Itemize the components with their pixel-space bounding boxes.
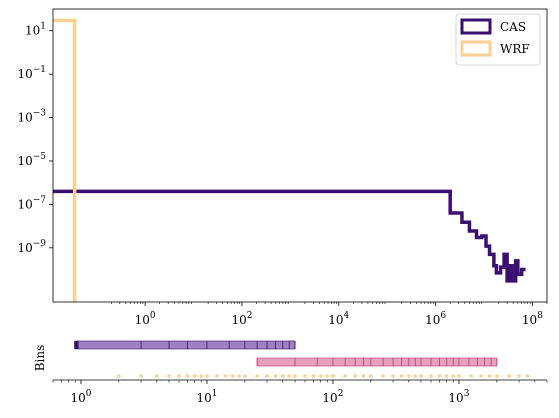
main-x-tick-label: 100 [135, 311, 156, 327]
main-y-tick-label: 10−1 [17, 65, 46, 81]
bins-x-tick-label: 100 [70, 389, 91, 405]
bins-row-3-dot [281, 374, 285, 378]
bins-row-3-dot [223, 374, 228, 378]
bins-row-3-dot [429, 374, 433, 378]
bins-row-3-dot [243, 374, 247, 378]
bins-row-3-dot [469, 374, 473, 378]
legend-swatch-cas [460, 18, 492, 35]
bins-row-3-dot [185, 374, 190, 378]
series-cas-step-line [53, 189, 526, 283]
bins-row-3-dot [331, 374, 335, 378]
bins-row-3-dot [205, 374, 209, 378]
main-x-tick-label: 108 [522, 311, 543, 327]
legend-swatch-wrf [460, 40, 492, 57]
bins-row-1-start-marker [74, 341, 79, 349]
main-x-ticks: 100 102 104 106 108 [110, 302, 548, 327]
main-histogram-plot: 100 102 104 106 108 101 10−1 10−3 10−5 10−7 10−9 [17, 8, 548, 327]
bins-row-3-dot [495, 374, 499, 378]
bins-row-3-dot [525, 374, 530, 378]
legend-box [455, 13, 541, 66]
bins-row-3-dot [413, 374, 418, 378]
main-y-tick-label: 10−9 [17, 239, 46, 255]
bins-row-3-dot [237, 374, 241, 378]
bins-row-3-dot [361, 374, 366, 378]
bins-panel: 100 101 102 103 Bins [33, 340, 548, 405]
bins-x-tick-label: 102 [322, 389, 343, 405]
main-series-layer [53, 18, 526, 302]
legend: CAS WRF [455, 13, 541, 66]
bins-row-2-bar [256, 357, 498, 367]
main-axes-frame [52, 8, 548, 303]
bins-y-axis-label: Bins [33, 345, 47, 372]
legend-label-wrf: WRF [500, 42, 530, 56]
main-y-ticks: 101 10−1 10−3 10−5 10−7 10−9 [17, 22, 53, 255]
bins-row-3-dot [507, 374, 511, 378]
bins-row-3-dot [343, 374, 347, 378]
bins-row-3-dot [517, 374, 521, 378]
bins-row-3-dot [369, 374, 373, 378]
bins-x-ticks: 100 101 102 103 [52, 380, 548, 405]
bins-row-3-dot [117, 374, 121, 378]
bins-row-3-dot [273, 374, 278, 378]
bins-row-3-dot [139, 374, 143, 378]
bins-row-3-dot [437, 374, 442, 378]
bins-row-3-dot [406, 374, 411, 378]
legend-label-cas: CAS [500, 20, 526, 34]
bins-row-3-dot [444, 374, 449, 378]
bins-rows-layer [74, 340, 530, 378]
main-y-tick-label: 10−3 [17, 109, 46, 125]
bins-row-3-dot [293, 374, 297, 378]
bins-row-3-dot [399, 374, 404, 378]
bins-row-3-dot [318, 374, 323, 378]
series-wrf-step-line [53, 18, 77, 302]
main-y-tick-label: 10−5 [17, 152, 46, 168]
bins-row-3-dot [311, 374, 316, 378]
bins-row-3-dot [487, 374, 492, 378]
bins-row-3-dot [479, 374, 483, 378]
bins-row-3-dot [230, 374, 235, 378]
bins-row-3-dot [303, 374, 307, 378]
bins-row-3-dot [353, 374, 357, 378]
bins-row-3-dot [419, 374, 423, 378]
main-x-tick-label: 106 [425, 311, 446, 327]
bins-row-3-dot [167, 374, 171, 378]
bins-row-3-dot [155, 374, 159, 378]
main-y-tick-label: 10−7 [17, 195, 46, 211]
bins-row-3-dot [215, 374, 219, 378]
main-x-tick-label: 104 [328, 311, 349, 327]
bins-row-1-bar [74, 340, 296, 350]
bins-row-3-dot [451, 374, 455, 378]
main-y-tick-label: 101 [25, 22, 46, 38]
bins-row-3-dot [199, 374, 203, 378]
bins-row-3-dot [177, 374, 181, 378]
bins-row-3-dot [457, 374, 461, 378]
bins-row-3-dot [325, 374, 329, 378]
main-x-tick-label: 102 [231, 311, 252, 327]
bins-row-3-dot [255, 374, 259, 378]
bins-row-3-dot [391, 374, 395, 378]
bins-row-3-dot [192, 374, 197, 378]
bins-row-3-dot [265, 374, 269, 378]
bins-x-tick-label: 101 [196, 389, 217, 405]
bins-x-tick-label: 103 [448, 389, 469, 405]
bins-row-3-dot [287, 374, 292, 378]
bins-row-3-dot [381, 374, 385, 378]
